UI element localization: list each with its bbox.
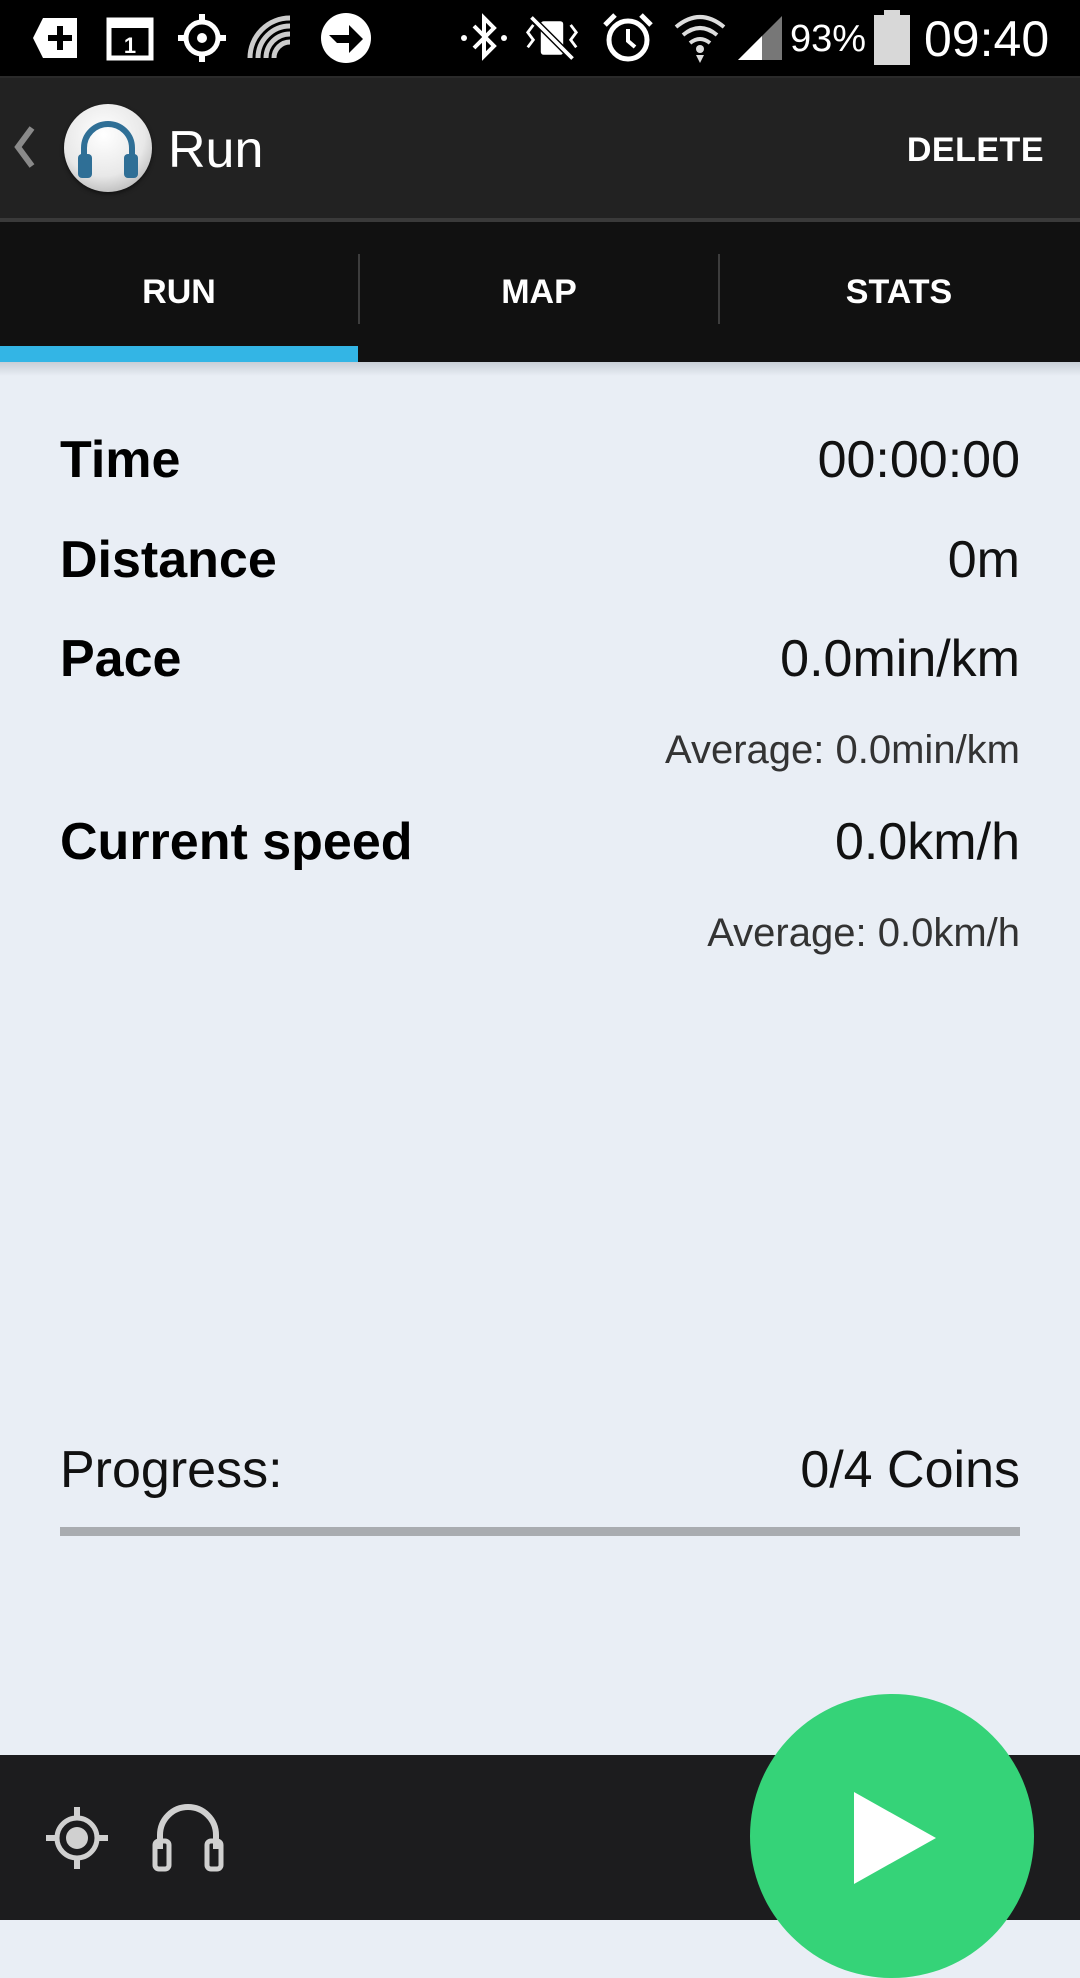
tab-divider — [358, 254, 360, 324]
progress-bar — [60, 1527, 1020, 1536]
calendar-1-icon: 1 — [102, 10, 158, 66]
speed-label: Current speed — [60, 813, 413, 871]
tab-stats[interactable]: STATS — [845, 273, 953, 311]
signal-waves-icon — [244, 10, 300, 66]
bluetooth-icon — [456, 10, 512, 66]
page-title: Run — [168, 121, 264, 179]
action-bar-divider — [0, 218, 1080, 222]
wifi-icon — [672, 10, 728, 66]
svg-text:1: 1 — [124, 33, 136, 58]
speed-average: Average: 0.0km/h — [707, 911, 1020, 955]
alarm-icon — [600, 10, 656, 66]
pace-label: Pace — [60, 630, 182, 688]
status-time: 09:40 — [924, 11, 1050, 67]
pace-average: Average: 0.0min/km — [665, 728, 1020, 772]
distance-value: 0m — [947, 531, 1020, 589]
time-value: 00:00:00 — [817, 431, 1020, 489]
tab-bar-shadow — [0, 362, 1080, 376]
play-icon — [850, 1790, 940, 1886]
forward-arrow-icon — [318, 10, 374, 66]
headphones-logo-icon — [78, 121, 138, 178]
time-label: Time — [60, 431, 181, 489]
tab-bar: RUN MAP STATS — [0, 222, 1080, 362]
play-button[interactable] — [750, 1694, 1034, 1978]
tab-map[interactable]: MAP — [501, 273, 577, 311]
battery-icon — [864, 10, 920, 66]
distance-label: Distance — [60, 531, 277, 589]
delete-button[interactable]: DELETE — [906, 131, 1044, 169]
add-box-icon — [28, 10, 84, 66]
progress-coins-value: 0/4 Coins — [800, 1441, 1020, 1499]
gps-icon — [174, 10, 230, 66]
cell-signal-icon — [732, 10, 788, 66]
app-icon[interactable] — [64, 104, 152, 192]
pace-value: 0.0min/km — [780, 630, 1020, 688]
tab-selected-indicator — [0, 346, 358, 362]
tab-divider — [718, 254, 720, 324]
tab-run[interactable]: RUN — [142, 273, 216, 311]
vibrate-mute-icon — [524, 10, 580, 66]
back-chevron-icon[interactable] — [12, 122, 36, 172]
headphones-icon[interactable] — [150, 1797, 226, 1873]
progress-label: Progress: — [60, 1441, 283, 1499]
status-bar: 1 — [0, 0, 1080, 76]
action-bar: Run DELETE — [0, 76, 1080, 220]
speed-value: 0.0km/h — [835, 813, 1020, 871]
locate-icon[interactable] — [44, 1805, 110, 1871]
battery-percent: 93% — [790, 18, 867, 60]
